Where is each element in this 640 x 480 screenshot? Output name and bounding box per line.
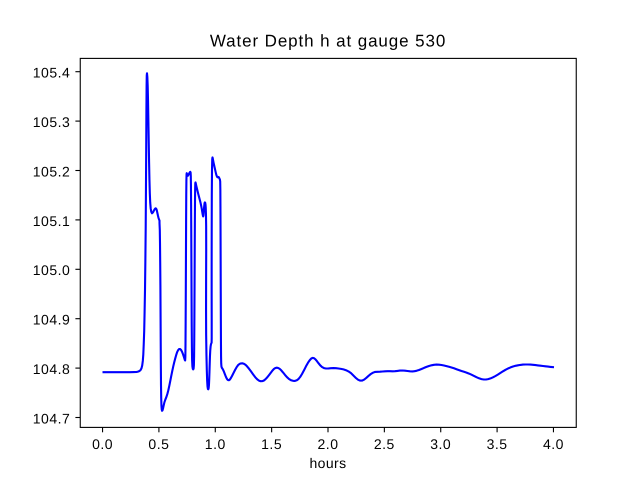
svg-text:2.0: 2.0 [318, 436, 339, 452]
svg-text:105.2: 105.2 [33, 163, 71, 179]
svg-text:0.0: 0.0 [92, 436, 113, 452]
svg-text:104.9: 104.9 [33, 312, 71, 328]
svg-text:105.4: 105.4 [33, 65, 71, 81]
svg-text:1.0: 1.0 [205, 436, 226, 452]
svg-text:104.7: 104.7 [33, 410, 71, 426]
svg-text:Water Depth h at gauge 530: Water Depth h at gauge 530 [210, 32, 446, 51]
svg-text:1.5: 1.5 [261, 436, 282, 452]
svg-text:4.0: 4.0 [543, 436, 564, 452]
svg-text:3.5: 3.5 [487, 436, 508, 452]
svg-text:3.0: 3.0 [430, 436, 451, 452]
svg-text:104.8: 104.8 [33, 361, 71, 377]
svg-text:105.1: 105.1 [33, 213, 71, 229]
svg-text:hours: hours [309, 455, 346, 471]
svg-text:105.3: 105.3 [33, 114, 71, 130]
svg-text:105.0: 105.0 [33, 262, 71, 278]
svg-text:0.5: 0.5 [148, 436, 169, 452]
svg-text:2.5: 2.5 [374, 436, 395, 452]
